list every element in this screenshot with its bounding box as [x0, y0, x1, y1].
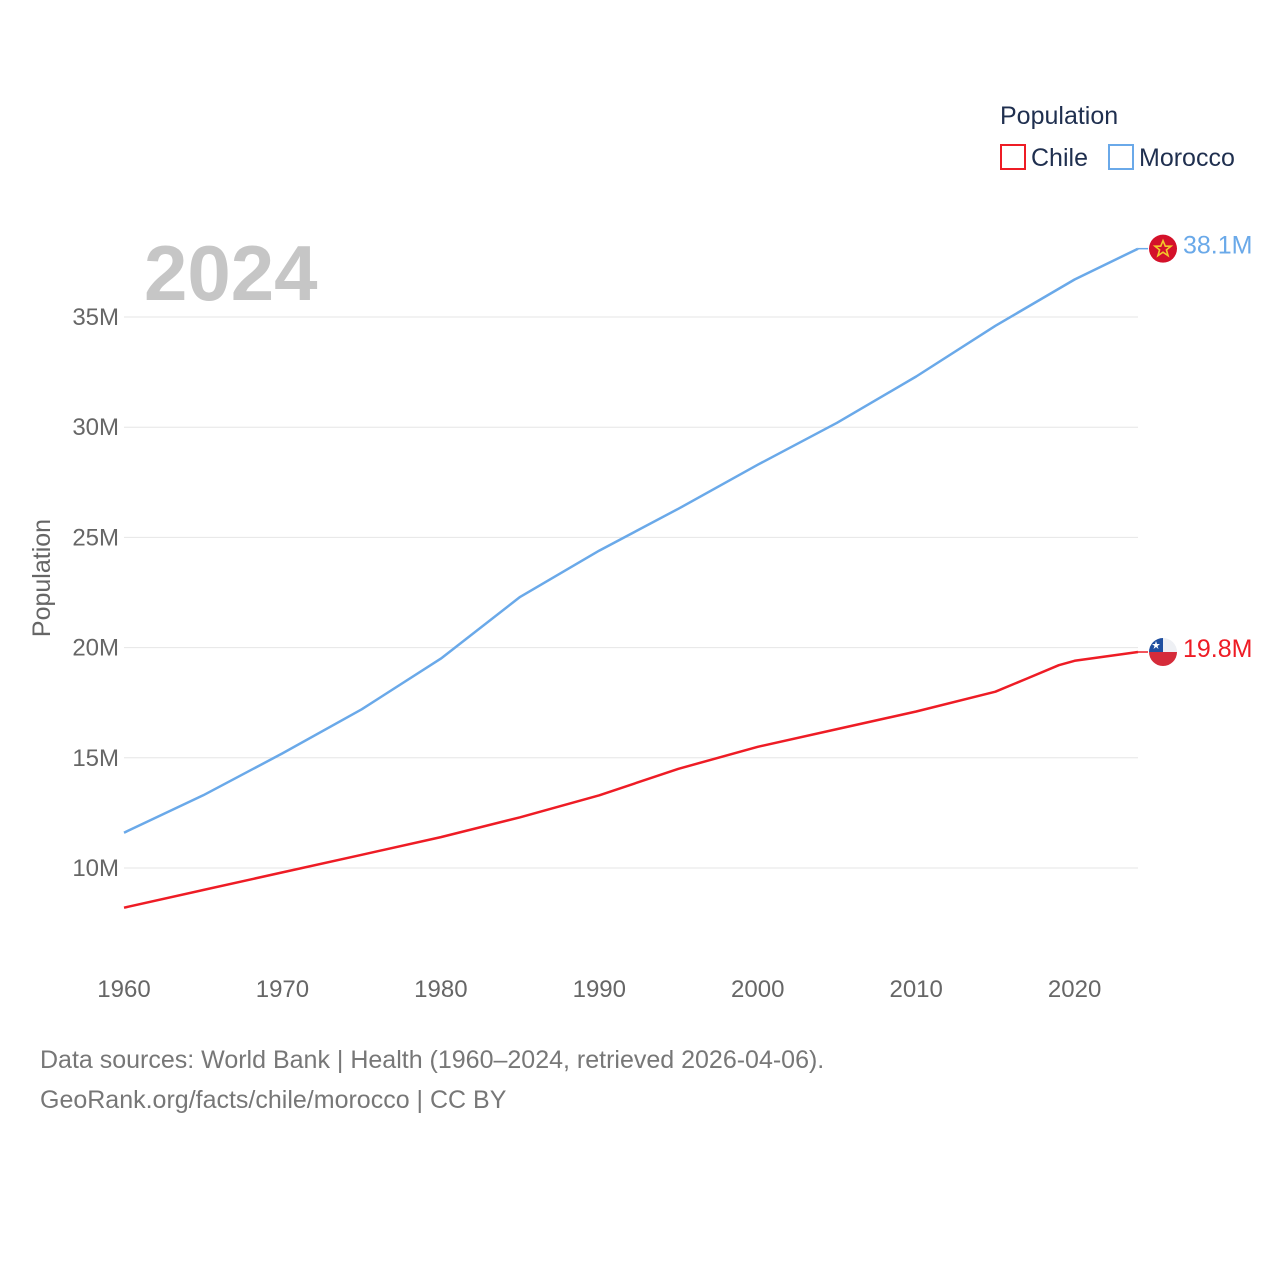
x-tick-label: 2010 — [889, 976, 942, 1003]
current-year-label: 2024 — [144, 229, 318, 317]
x-tick-label: 2020 — [1048, 976, 1101, 1003]
source-note: Data sources: World Bank | Health (1960–… — [40, 1040, 824, 1120]
y-tick-label: 20M — [72, 635, 119, 662]
source-line-1: Data sources: World Bank | Health (1960–… — [40, 1046, 825, 1074]
legend-swatch-chile — [1000, 144, 1026, 170]
y-axis-label: Population — [28, 519, 56, 637]
y-tick-label: 30M — [72, 414, 119, 441]
legend-label-chile: Chile — [1031, 144, 1088, 172]
y-tick-label: 25M — [72, 524, 119, 551]
legend: Population Chile Morocco — [1000, 102, 1235, 172]
x-tick-label: 1980 — [414, 976, 467, 1003]
legend-label-morocco: Morocco — [1139, 144, 1235, 172]
x-tick-label: 1990 — [573, 976, 626, 1003]
legend-item-morocco[interactable]: Morocco — [1108, 144, 1235, 172]
morocco-flag-icon — [1149, 234, 1177, 263]
x-tick-label: 1960 — [97, 976, 150, 1003]
end-label-morocco: 38.1M — [1183, 232, 1252, 260]
source-line-2[interactable]: GeoRank.org/facts/chile/morocco | CC BY — [40, 1086, 507, 1114]
end-label-chile: 19.8M — [1183, 635, 1252, 663]
series-line-morocco[interactable] — [123, 247, 1139, 834]
y-tick-label: 35M — [72, 304, 119, 331]
series-lines — [123, 247, 1148, 909]
x-tick-label: 2000 — [731, 976, 784, 1003]
y-tick-label: 15M — [72, 745, 119, 772]
y-tick-label: 10M — [72, 855, 119, 882]
x-tick-label: 1970 — [256, 976, 309, 1003]
x-axis-ticks: 1960 1970 1980 1990 2000 2010 2020 — [97, 976, 1101, 1003]
series-line-chile[interactable] — [123, 650, 1139, 909]
legend-swatch-morocco — [1108, 144, 1134, 170]
legend-item-chile[interactable]: Chile — [1000, 144, 1088, 172]
y-axis-ticks: 10M 15M 20M 25M 30M 35M — [72, 304, 119, 882]
legend-title: Population — [1000, 102, 1118, 130]
chile-flag-icon — [1149, 638, 1177, 667]
gridlines — [124, 316, 1138, 869]
